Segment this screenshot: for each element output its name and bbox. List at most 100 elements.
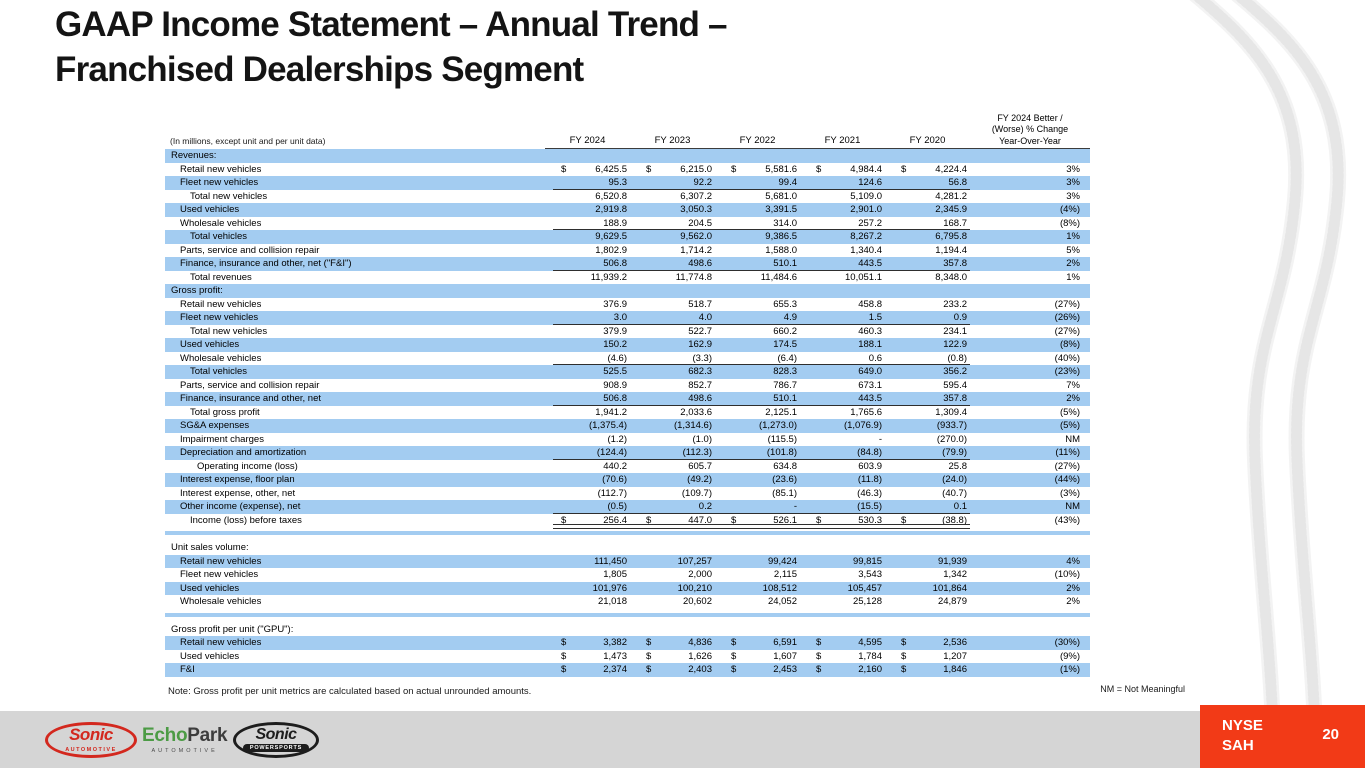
value-cell: 1,802.9 — [545, 245, 630, 256]
value-cell: 506.8 — [545, 258, 630, 269]
cell-value: 1,784 — [858, 650, 882, 662]
change-cell: 1% — [1066, 271, 1080, 283]
row-values: 525.5 682.3 828.3 649.0 356.2 — [545, 365, 970, 379]
cell-value: 21,018 — [597, 596, 627, 608]
value-cell: $2,374 — [545, 664, 630, 675]
row-label: Retail new vehicles — [180, 555, 262, 567]
change-cell: 3% — [1066, 177, 1080, 189]
cell-value: (84.8) — [857, 447, 882, 459]
value-cell: $2,536 — [885, 637, 970, 648]
value-cell: 204.5 — [630, 218, 715, 229]
cell-value: (933.7) — [936, 420, 967, 432]
change-cell: (3%) — [1059, 487, 1080, 499]
value-cell: 4.0 — [630, 312, 715, 323]
dollar-sign: $ — [731, 514, 737, 526]
echopark-logo-echo: Echo — [142, 725, 188, 746]
value-cell: 20,602 — [630, 596, 715, 607]
value-cell: 595.4 — [885, 380, 970, 391]
value-cell: 673.1 — [800, 380, 885, 391]
table-row: Wholesale vehicles 21,018 20,602 24,052 25,1… — [165, 595, 1090, 609]
sonic-powersports-logo-name: Sonic — [255, 726, 297, 743]
cell-value: 525.5 — [603, 366, 627, 378]
cell-value: (46.3) — [857, 487, 882, 499]
value-cell: $4,595 — [800, 637, 885, 648]
row-label: Used vehicles — [180, 582, 240, 594]
change-cell: (44%) — [1054, 474, 1080, 486]
value-cell: 1,342 — [885, 569, 970, 580]
cell-value: 4.0 — [698, 312, 712, 324]
row-label: Finance, insurance and other, net ("F&I"… — [180, 258, 352, 270]
cell-value: 101,976 — [592, 582, 627, 594]
cell-value: 105,457 — [847, 582, 882, 594]
table-section-row: Gross profit: — [165, 284, 1090, 298]
cell-value: 356.2 — [943, 366, 967, 378]
change-cell: (8%) — [1059, 217, 1080, 229]
value-cell: 1,588.0 — [715, 245, 800, 256]
cell-value: 0.2 — [698, 501, 712, 513]
cell-value: 634.8 — [773, 460, 797, 472]
change-cell: (30%) — [1054, 637, 1080, 649]
cell-value: 0.9 — [953, 312, 967, 324]
value-cell: 150.2 — [545, 339, 630, 350]
row-label: Interest expense, other, net — [180, 487, 296, 499]
value-cell: 100,210 — [630, 583, 715, 594]
cell-value: 2,453 — [773, 664, 797, 676]
cell-value: (109.7) — [681, 487, 712, 499]
row-values: $3,382 $4,836 $6,591 $4,595 $2,536 — [545, 636, 970, 650]
cell-value: 908.9 — [603, 379, 627, 391]
table-row: Used vehicles 150.2 162.9 174.5 188.1 122.9 (8… — [165, 338, 1090, 352]
cell-value: (40.7) — [942, 487, 967, 499]
table-row: Retail new vehicles 111,450 107,257 99,424 9… — [165, 554, 1090, 568]
dollar-sign: $ — [816, 664, 822, 676]
value-cell: 1,194.4 — [885, 245, 970, 256]
change-cell: (26%) — [1054, 312, 1080, 324]
row-label: Interest expense, floor plan — [180, 474, 295, 486]
row-values: 2,919.8 3,050.3 3,391.5 2,901.0 2,345.9 — [545, 203, 970, 217]
cell-value: 6,215.0 — [680, 163, 712, 175]
value-cell: (112.3) — [630, 447, 715, 458]
cell-value: 530.3 — [858, 514, 882, 526]
value-cell: 2,901.0 — [800, 204, 885, 215]
cell-value: (1,076.9) — [843, 420, 882, 432]
value-cell: 9,386.5 — [715, 231, 800, 242]
row-label: Finance, insurance and other, net — [180, 393, 322, 405]
value-cell: (46.3) — [800, 488, 885, 499]
row-values: (112.7) (109.7) (85.1) (46.3) (40.7) — [545, 487, 970, 501]
cell-value: (1,375.4) — [588, 420, 627, 432]
value-cell: 4.9 — [715, 312, 800, 323]
table-row: Retail new vehicles 376.9 518.7 655.3 458.8 2… — [165, 298, 1090, 312]
value-cell: 95.3 — [545, 177, 630, 188]
cell-value: 101,864 — [932, 582, 967, 594]
table-row: Total revenues 11,939.2 11,774.8 11,484.6 10… — [165, 271, 1090, 285]
dollar-sign: $ — [646, 514, 652, 526]
cell-value: (79.9) — [942, 447, 967, 459]
cell-value: (124.4) — [596, 447, 627, 459]
dollar-sign: $ — [901, 163, 907, 175]
value-cell: (85.1) — [715, 488, 800, 499]
row-values: $1,473 $1,626 $1,607 $1,784 $1,207 — [545, 650, 970, 664]
cell-value: (0.8) — [947, 352, 967, 364]
cell-value: 2,536 — [943, 637, 967, 649]
value-cell: 660.2 — [715, 326, 800, 337]
value-cell: 357.8 — [885, 393, 970, 404]
value-cell: (112.7) — [545, 488, 630, 499]
row-label: Other income (expense), net — [180, 501, 301, 513]
cell-value: 5,581.6 — [765, 163, 797, 175]
cell-value: 3,050.3 — [680, 204, 712, 216]
cell-value: (15.5) — [857, 501, 882, 513]
column-header: FY 2020 — [909, 135, 946, 146]
value-cell: (933.7) — [885, 420, 970, 431]
table-row: Fleet new vehicles 1,805 2,000 2,115 3,543 1,… — [165, 568, 1090, 582]
echopark-logo-sub: AUTOMOTIVE — [151, 748, 218, 754]
value-cell: 5,681.0 — [715, 191, 800, 202]
cell-value: 2,000 — [688, 569, 712, 581]
cell-value: (3.3) — [692, 352, 712, 364]
table-row: Impairment charges (1.2) (1.0) (115.5) - (270… — [165, 433, 1090, 447]
cell-value: 518.7 — [688, 298, 712, 310]
change-cell: 1% — [1066, 231, 1080, 243]
cell-value: 1,941.2 — [595, 406, 627, 418]
dollar-sign: $ — [561, 664, 567, 676]
row-label: Total new vehicles — [190, 190, 268, 202]
value-cell: 8,348.0 — [885, 272, 970, 283]
value-cell: $530.3 — [800, 515, 885, 526]
